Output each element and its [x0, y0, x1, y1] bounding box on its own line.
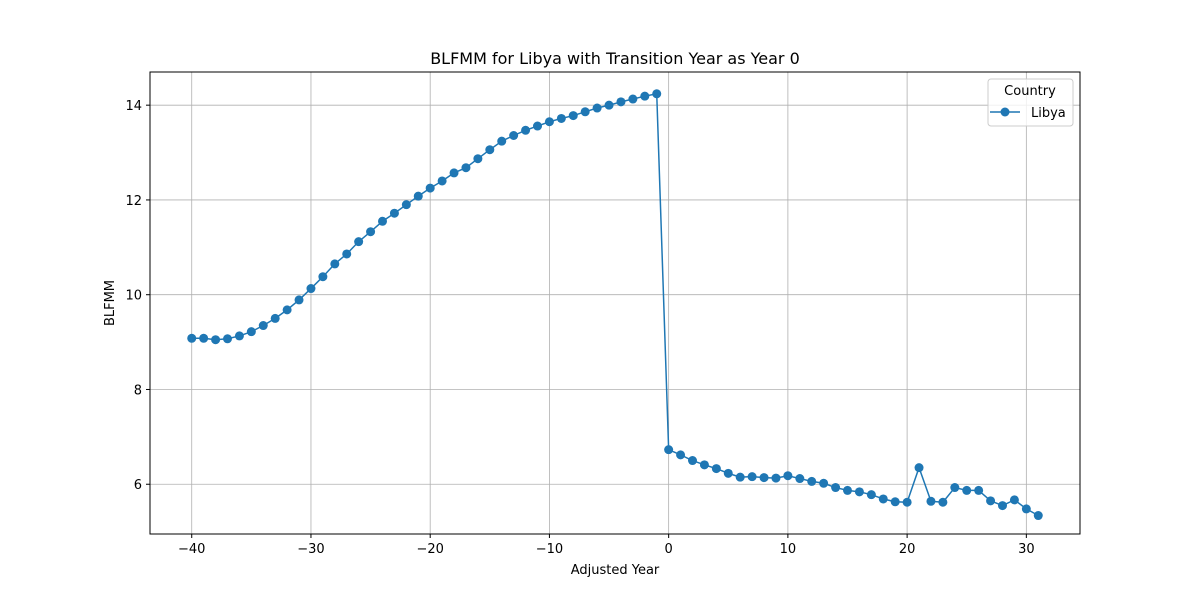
x-tick-label: 20	[899, 542, 916, 557]
data-point	[604, 100, 614, 110]
data-point	[699, 460, 709, 470]
data-point	[914, 463, 924, 473]
data-point	[246, 327, 256, 337]
data-point	[425, 183, 435, 193]
x-axis-label: Adjusted Year	[571, 563, 660, 578]
data-point	[711, 464, 721, 474]
data-point	[234, 331, 244, 341]
data-point	[819, 478, 829, 488]
data-point	[544, 117, 554, 127]
data-point	[664, 445, 674, 455]
x-tick-label: −20	[416, 542, 443, 557]
data-point	[342, 249, 352, 259]
plot-frame	[149, 71, 1081, 535]
chart-title: BLFMM for Libya with Transition Year as …	[430, 49, 800, 68]
y-tick-label: 6	[134, 478, 142, 493]
x-tick-label: 30	[1018, 542, 1035, 557]
data-point	[366, 227, 376, 237]
data-point	[843, 485, 852, 495]
x-tick-label: −40	[178, 542, 205, 557]
data-point	[807, 476, 817, 486]
data-point	[616, 97, 626, 107]
data-point	[986, 496, 996, 506]
data-point	[294, 295, 304, 305]
data-point	[270, 313, 280, 323]
data-point	[831, 483, 841, 493]
data-point	[485, 145, 495, 155]
x-tick-label: 10	[780, 542, 797, 557]
legend-title: Country	[1004, 84, 1056, 99]
data-point	[378, 216, 387, 226]
data-point	[866, 490, 876, 500]
data-point	[497, 136, 507, 146]
data-point	[998, 501, 1007, 511]
y-tick-label: 8	[134, 383, 142, 398]
data-point	[318, 272, 328, 282]
data-point	[473, 154, 483, 164]
data-point	[437, 176, 447, 186]
legend: Country Libya	[987, 78, 1074, 127]
data-point	[509, 131, 519, 140]
data-point	[771, 473, 781, 483]
data-point	[449, 168, 459, 178]
data-point	[652, 89, 662, 99]
data-point	[258, 321, 268, 331]
data-point	[890, 497, 900, 507]
data-point	[533, 121, 542, 131]
data-point	[401, 200, 411, 210]
data-point	[747, 472, 757, 482]
x-tick-label: 0	[665, 542, 673, 557]
data-point	[854, 487, 864, 497]
data-point	[199, 333, 209, 343]
series-line-libya	[191, 93, 1039, 517]
data-point	[521, 125, 531, 135]
data-point	[974, 485, 984, 495]
data-point	[223, 334, 232, 344]
data-point	[628, 94, 638, 104]
series-layer	[187, 89, 1043, 521]
data-point	[187, 333, 197, 343]
data-point	[306, 284, 316, 294]
data-point	[640, 91, 650, 101]
x-tick-label: −30	[297, 542, 324, 557]
data-point	[676, 450, 686, 460]
grid-lines	[150, 72, 1080, 534]
data-point	[878, 494, 888, 504]
data-point	[592, 103, 602, 113]
data-point	[389, 208, 399, 218]
data-point	[759, 473, 769, 483]
data-point	[723, 468, 733, 478]
data-point	[330, 259, 340, 269]
y-tick-label: 14	[125, 99, 142, 114]
axis-ticks: −40 −30 −20 −10 0 10 20 30 6 8 10 12 14	[125, 99, 1034, 557]
data-point	[950, 483, 960, 493]
y-axis-label: BLFMM	[103, 280, 118, 326]
data-point	[461, 163, 471, 173]
data-point	[938, 497, 948, 507]
data-point	[962, 485, 972, 495]
data-point	[783, 471, 793, 481]
data-point	[211, 335, 221, 345]
legend-entry-libya: Libya	[1031, 106, 1066, 121]
data-point	[413, 191, 423, 201]
y-tick-label: 10	[125, 289, 142, 304]
legend-box	[987, 78, 1074, 127]
data-point	[926, 496, 936, 506]
data-point	[580, 107, 590, 117]
legend-marker-swatch	[1000, 107, 1010, 117]
data-point	[1021, 504, 1031, 514]
data-point	[568, 111, 578, 121]
data-point	[688, 456, 697, 466]
data-point	[556, 113, 566, 123]
data-point	[1009, 495, 1019, 505]
data-point	[902, 497, 912, 507]
data-point	[354, 237, 364, 247]
data-point	[795, 474, 805, 484]
data-point	[1033, 511, 1043, 521]
data-point	[282, 305, 292, 315]
y-tick-label: 12	[125, 194, 142, 209]
data-point	[735, 472, 745, 482]
x-tick-label: −10	[536, 542, 563, 557]
